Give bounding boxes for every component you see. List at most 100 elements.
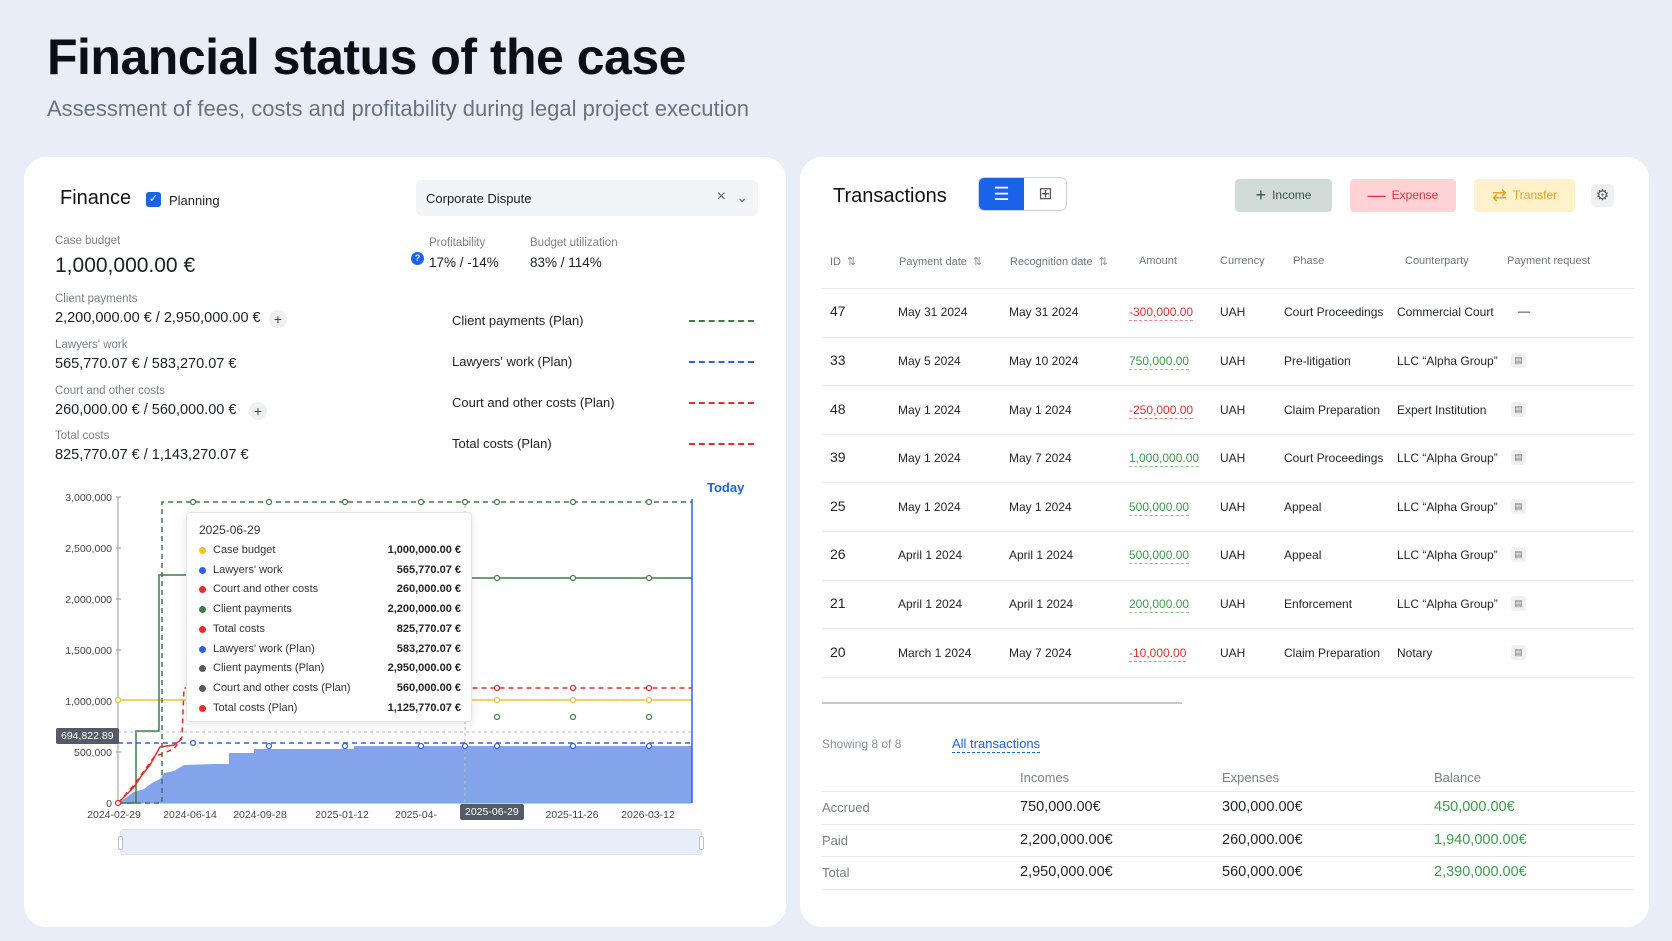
series-dot-icon bbox=[199, 684, 206, 692]
help-icon[interactable]: ? bbox=[411, 252, 424, 265]
tooltip-row: Court and other costs 260,000.00 € bbox=[199, 582, 461, 598]
col-header-counterparty[interactable]: Counterparty bbox=[1405, 255, 1469, 267]
cell-phase: Court Proceedings bbox=[1284, 451, 1384, 466]
cursor-x-readout: 2025-06-29 bbox=[460, 804, 524, 820]
cell-phase: Claim Preparation bbox=[1284, 402, 1381, 417]
amount-value: 500,000.00 bbox=[1129, 548, 1190, 565]
document-icon[interactable]: ▤ bbox=[1511, 498, 1526, 514]
cell-id: 39 bbox=[830, 449, 846, 466]
cell-payment-request-empty: — bbox=[1518, 304, 1530, 319]
profitability-label: Profitability bbox=[429, 237, 486, 249]
cell-phase: Enforcement bbox=[1284, 596, 1353, 611]
col-header-payment-request[interactable]: Payment request bbox=[1507, 255, 1591, 267]
chevron-down-icon[interactable]: ⌄ bbox=[736, 189, 748, 205]
legend-line-lawyers-work-plan bbox=[689, 361, 754, 363]
list-view-icon[interactable]: ☰ bbox=[979, 178, 1024, 210]
add-court-cost-button[interactable]: + bbox=[249, 402, 267, 420]
summary-row-divider bbox=[822, 823, 1634, 825]
cell-amount[interactable]: 500,000.00 bbox=[1129, 548, 1190, 565]
col-header-id[interactable]: ID ⇅ bbox=[830, 255, 856, 268]
add-income-button[interactable]: + Income bbox=[1235, 179, 1332, 212]
cell-counterparty: LLC “Alpha Group” bbox=[1397, 451, 1498, 466]
chart-range-slider[interactable] bbox=[118, 829, 704, 855]
amount-value: -10,000.00 bbox=[1129, 645, 1187, 662]
add-transfer-button[interactable]: ⇄ Transfer bbox=[1474, 179, 1575, 212]
cell-amount[interactable]: 750,000.00 bbox=[1129, 353, 1190, 370]
planning-checkbox[interactable]: ✓ bbox=[146, 192, 161, 207]
y-tick-label: 1,500,000 bbox=[65, 645, 112, 657]
grid-view-icon[interactable]: ⊞ bbox=[1038, 184, 1053, 203]
document-icon[interactable]: ▤ bbox=[1511, 547, 1526, 563]
case-select[interactable]: Corporate Dispute × ⌄ bbox=[416, 180, 758, 216]
document-icon[interactable]: ▤ bbox=[1511, 352, 1526, 368]
cell-payment-date: May 1 2024 bbox=[898, 402, 961, 417]
col-recognition-date-label: Recognition date bbox=[1010, 256, 1093, 268]
case-select-value: Corporate Dispute bbox=[426, 191, 532, 206]
cell-phase: Appeal bbox=[1284, 499, 1322, 514]
legend-court-costs-plan: Court and other costs (Plan) bbox=[452, 395, 615, 410]
col-header-payment-date[interactable]: Payment date ⇅ bbox=[899, 255, 982, 268]
table-scrollbar[interactable] bbox=[822, 702, 1182, 704]
col-header-currency[interactable]: Currency bbox=[1220, 255, 1265, 267]
amount-value: 1,000,000.00 bbox=[1129, 451, 1200, 468]
cell-phase: Appeal bbox=[1284, 548, 1322, 563]
add-client-payment-button[interactable]: + bbox=[269, 310, 287, 328]
cell-counterparty: Notary bbox=[1397, 645, 1433, 660]
x-tick-label: 2024-09-28 bbox=[233, 809, 287, 821]
summary-balance: 2,390,000.00€ bbox=[1434, 864, 1527, 880]
cell-counterparty: LLC “Alpha Group” bbox=[1397, 499, 1498, 514]
finance-chart[interactable]: 3,000,000 2,500,000 2,000,000 1,500,000 1,00… bbox=[24, 467, 786, 867]
cell-amount[interactable]: -300,000.00 bbox=[1129, 305, 1194, 322]
document-icon[interactable]: ▤ bbox=[1511, 401, 1526, 417]
y-tick-label: 2,500,000 bbox=[65, 543, 112, 555]
cell-amount[interactable]: -250,000.00 bbox=[1129, 402, 1194, 419]
income-button-label: Income bbox=[1272, 188, 1312, 202]
cell-phase: Court Proceedings bbox=[1284, 305, 1384, 320]
col-header-amount[interactable]: Amount bbox=[1139, 255, 1177, 267]
sort-icon: ⇅ bbox=[1098, 256, 1108, 268]
row-divider bbox=[822, 531, 1634, 532]
tooltip-series-name: Court and other costs (Plan) bbox=[213, 681, 351, 694]
view-toggle: ☰ ⊞ bbox=[978, 177, 1067, 211]
cell-amount[interactable]: 500,000.00 bbox=[1129, 499, 1190, 516]
col-header-recognition-date[interactable]: Recognition date ⇅ bbox=[1010, 255, 1108, 268]
tooltip-series-value: 565,770.07 € bbox=[396, 563, 461, 576]
gear-icon[interactable]: ⚙ bbox=[1591, 184, 1614, 207]
cell-counterparty: Commercial Court bbox=[1397, 305, 1494, 320]
page-title: Financial status of the case bbox=[47, 29, 686, 85]
cell-id: 47 bbox=[830, 303, 846, 320]
cell-amount[interactable]: -10,000.00 bbox=[1129, 645, 1187, 662]
range-handle-left[interactable] bbox=[118, 836, 123, 850]
cell-amount[interactable]: 200,000.00 bbox=[1129, 596, 1190, 613]
add-expense-button[interactable]: — Expense bbox=[1350, 179, 1456, 212]
summary-balance: 1,940,000.00€ bbox=[1434, 831, 1527, 848]
range-handle-right[interactable] bbox=[699, 836, 704, 850]
x-tick-label: 2025-11-26 bbox=[546, 809, 599, 821]
document-icon[interactable]: ▤ bbox=[1511, 644, 1526, 660]
cell-currency: UAH bbox=[1220, 596, 1246, 611]
series-dot-icon bbox=[199, 625, 206, 633]
page-subtitle: Assessment of fees, costs and profitabil… bbox=[47, 96, 749, 121]
clear-icon[interactable]: × bbox=[716, 188, 726, 205]
budget-utilization-label: Budget utilization bbox=[530, 237, 618, 249]
cell-id: 48 bbox=[830, 400, 846, 417]
document-icon[interactable]: ▤ bbox=[1511, 450, 1526, 466]
lawyers-work-label: Lawyers' work bbox=[55, 339, 128, 351]
tooltip-series-name: Total costs (Plan) bbox=[213, 701, 298, 714]
document-icon[interactable]: ▤ bbox=[1511, 595, 1526, 611]
cell-amount[interactable]: 1,000,000.00 bbox=[1129, 451, 1200, 468]
tooltip-row: Total costs (Plan) 1,125,770.07 € bbox=[199, 701, 461, 717]
cell-id: 20 bbox=[830, 643, 846, 660]
col-header-phase[interactable]: Phase bbox=[1293, 255, 1325, 267]
summary-row-label: Total bbox=[822, 865, 850, 880]
court-costs-value: 260,000.00 € / 560,000.00 € bbox=[55, 402, 237, 418]
cell-counterparty: LLC “Alpha Group” bbox=[1397, 548, 1498, 563]
today-label: Today bbox=[707, 480, 745, 495]
tooltip-series-value: 583,270.07 € bbox=[396, 642, 461, 655]
series-dot-icon bbox=[199, 566, 206, 574]
transfer-button-label: Transfer bbox=[1512, 188, 1558, 202]
lawyers-work-value: 565,770.07 € / 583,270.07 € bbox=[55, 356, 237, 372]
court-costs-label: Court and other costs bbox=[55, 385, 165, 397]
all-transactions-link[interactable]: All transactions bbox=[952, 736, 1041, 753]
profitability-value: 17% / -14% bbox=[429, 255, 499, 270]
